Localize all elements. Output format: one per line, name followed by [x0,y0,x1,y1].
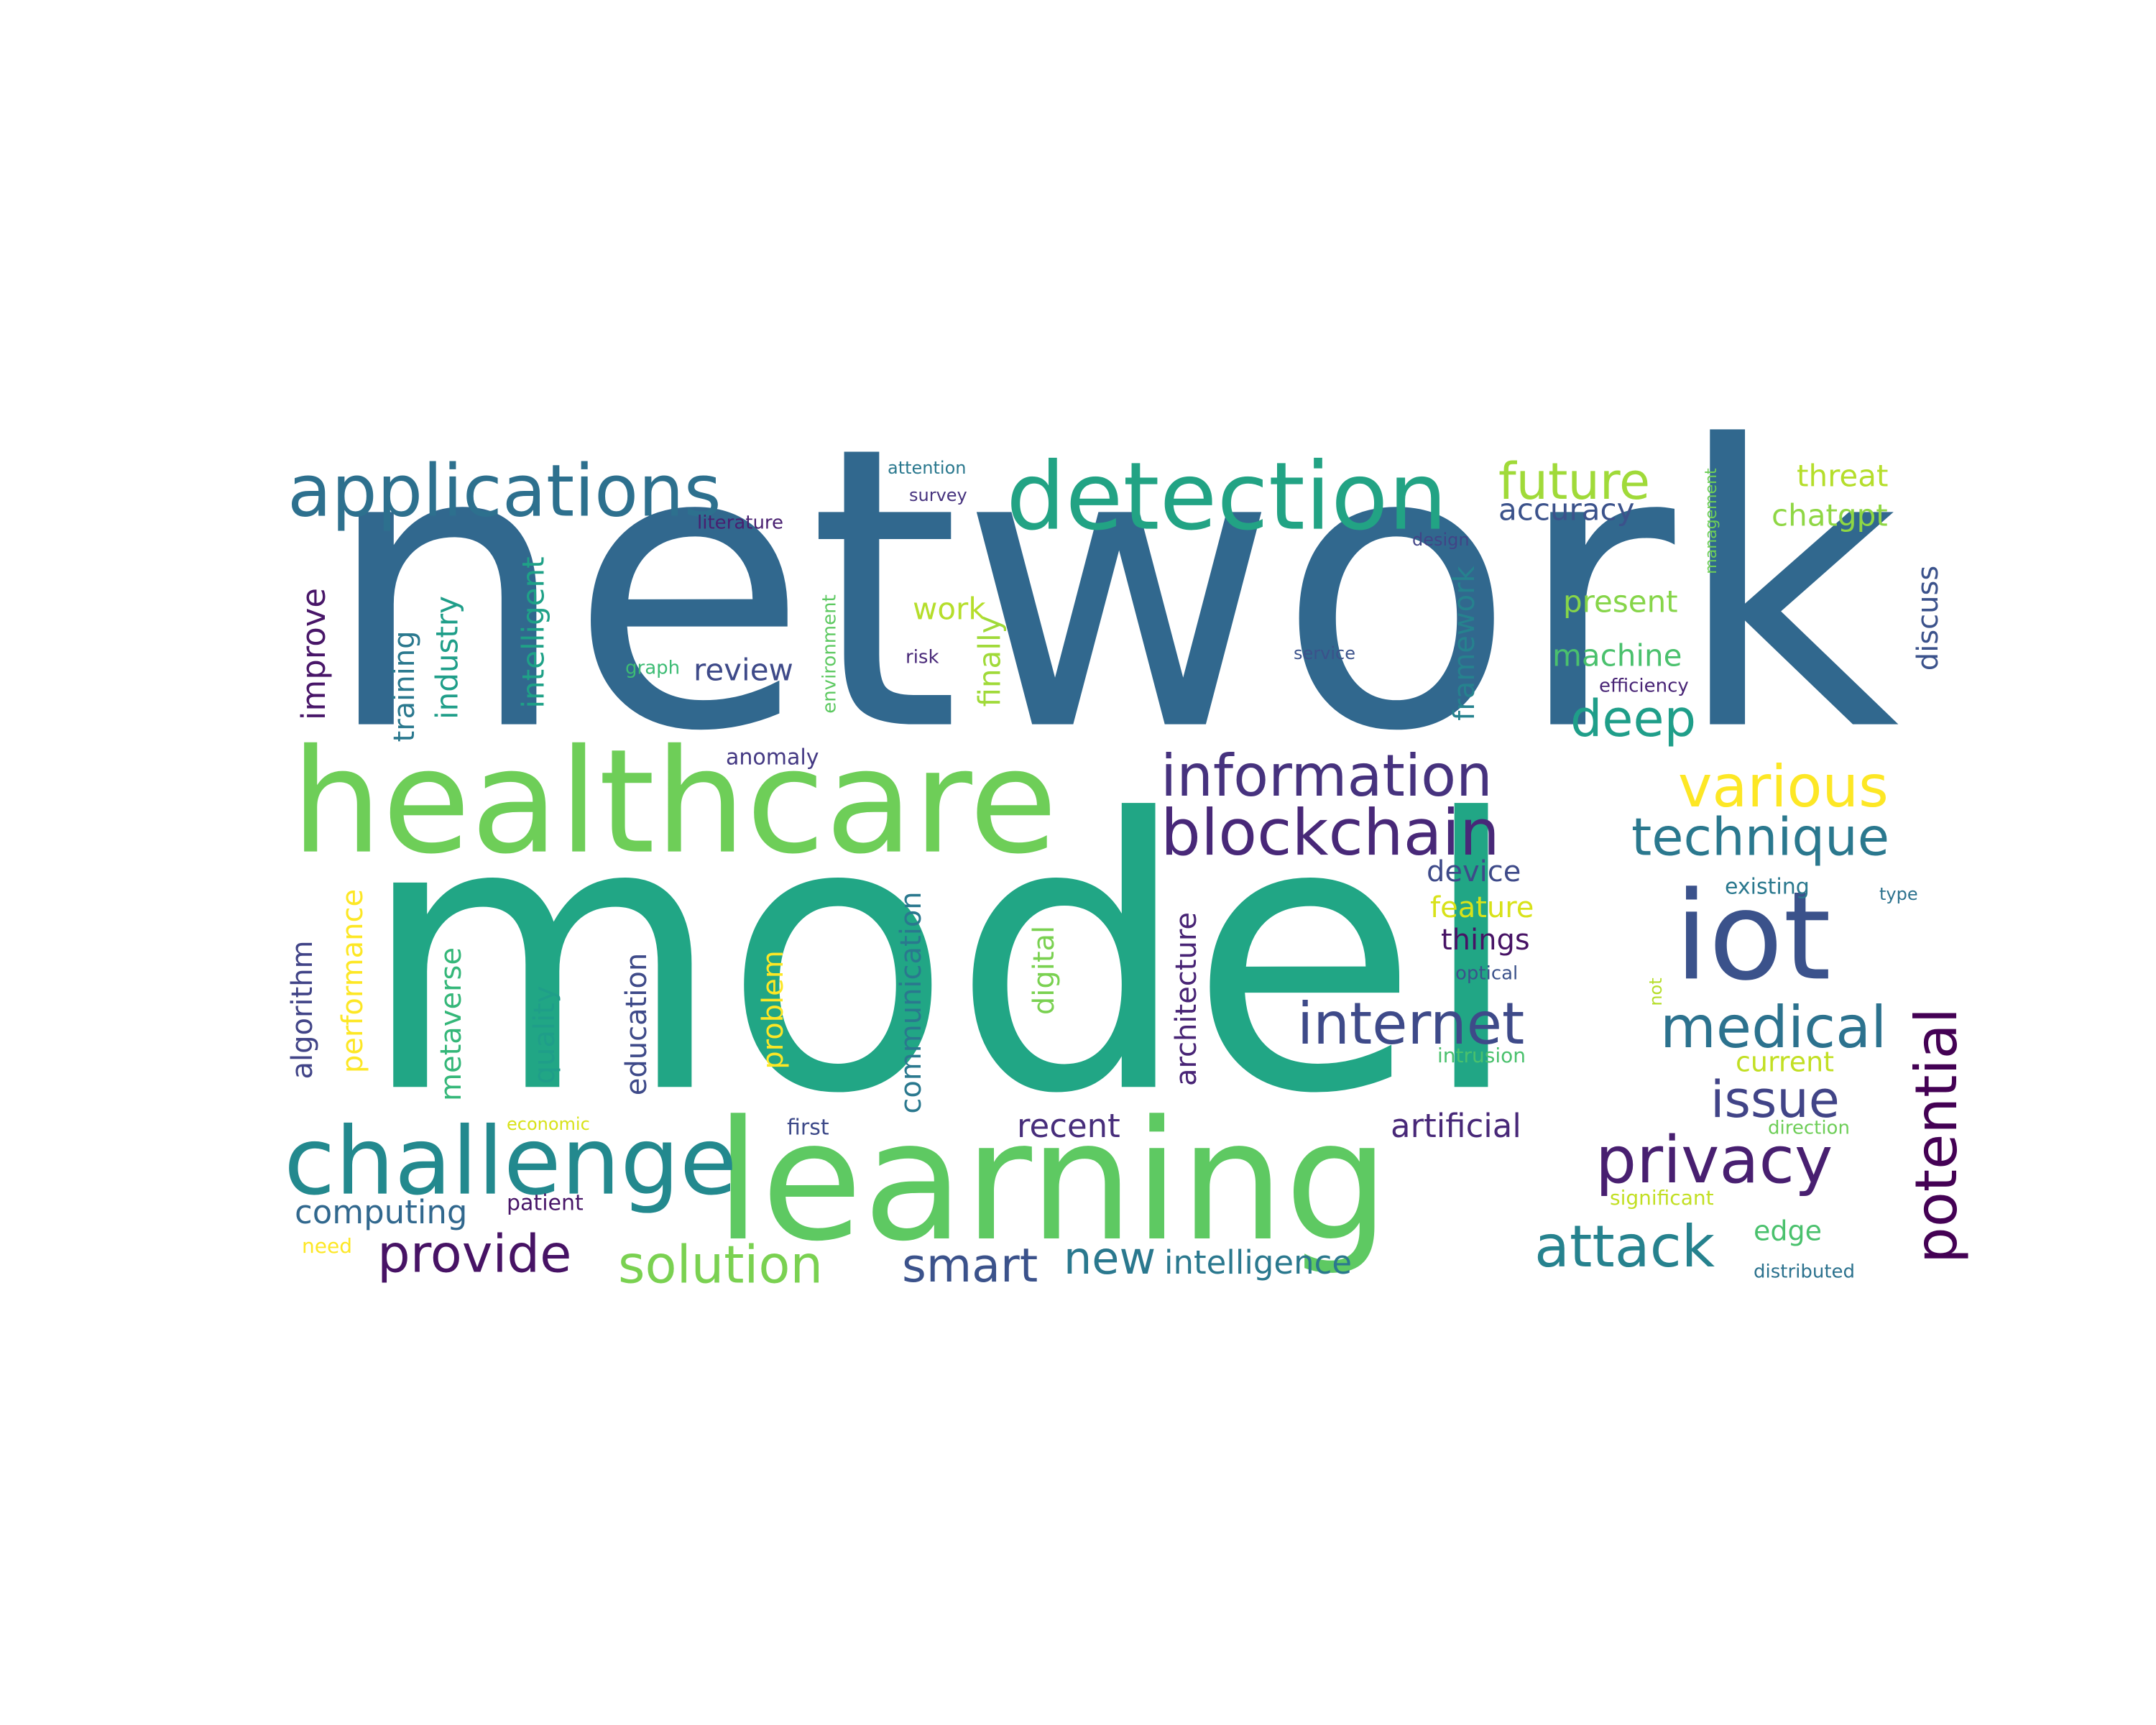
word-edge: edge [1754,1215,1822,1247]
word-recent: recent [1017,1107,1120,1145]
word-significant: significant [1610,1186,1714,1210]
word-chatgpt: chatgpt [1772,498,1888,533]
word-intelligent: intelligent [516,556,551,708]
word-attack: attack [1534,1213,1715,1280]
word-performance: performance [336,889,369,1073]
word-need: need [302,1234,352,1258]
word-provide: provide [377,1224,571,1284]
word-efficiency: efficiency [1599,676,1689,697]
word-feature: feature [1430,891,1534,924]
word-algorithm: algorithm [286,940,319,1079]
word-applications: applications [287,448,722,533]
word-review: review [694,653,793,688]
word-new: new [1064,1232,1156,1284]
word-threat: threat [1797,459,1888,494]
word-education: education [620,953,653,1095]
word-deep: deep [1570,689,1696,748]
word-issue: issue [1710,1070,1840,1129]
word-solution: solution [618,1235,823,1295]
word-training: training [388,631,421,742]
word-various: various [1678,753,1889,820]
word-patient: patient [507,1191,584,1216]
word-industry: industry [430,596,465,719]
word-smart: smart [902,1239,1038,1293]
word-present: present [1563,584,1678,620]
word-blockchain: blockchain [1161,796,1500,870]
word-distributed: distributed [1754,1261,1855,1283]
word-discuss: discuss [1912,566,1945,671]
word-things: things [1441,924,1530,957]
word-metaverse: metaverse [435,947,468,1101]
word-environment: environment [819,594,841,714]
word-existing: existing [1725,875,1810,900]
word-literature: literature [697,512,783,534]
word-management: management [1703,468,1720,574]
word-potential: potential [1903,1008,1970,1264]
word-design: design [1412,530,1470,550]
word-problem: problem [757,950,790,1070]
word-challenge: challenge [284,1107,737,1216]
word-iot: iot [1674,865,1831,1008]
word-improve: improve [295,588,333,720]
word-current: current [1736,1046,1834,1078]
word-graph: graph [625,658,680,679]
word-anomaly: anomaly [726,745,819,770]
word-healthcare: healthcare [291,719,1058,886]
word-quality: quality [528,986,561,1085]
word-information: information [1161,742,1493,809]
word-internet: internet [1297,990,1524,1057]
word-optical: optical [1455,963,1518,985]
word-learning: learning [715,1086,1389,1278]
word-future: future [1498,452,1650,511]
word-artificial: artificial [1391,1107,1521,1145]
word-economic: economic [507,1114,590,1134]
word-finally: finally [972,615,1008,707]
word-direction: direction [1768,1118,1850,1139]
word-digital: digital [1028,926,1061,1015]
word-network: network [323,365,1899,816]
word-not: not [1646,978,1666,1006]
word-survey: survey [909,485,967,505]
word-intelligence: intelligence [1164,1243,1352,1282]
word-intrusion: intrusion [1437,1044,1526,1067]
word-computing: computing [295,1193,467,1231]
word-medical: medical [1660,994,1886,1061]
word-risk: risk [906,647,939,668]
word-model: model [359,740,1523,1175]
word-technique: technique [1631,807,1889,868]
word-service: service [1294,643,1355,663]
word-first: first [787,1116,829,1141]
word-framework: framework [1448,565,1481,720]
word-machine: machine [1552,638,1682,673]
word-detection: detection [1006,442,1447,551]
word-device: device [1427,855,1521,888]
word-accuracy: accuracy [1498,492,1635,528]
word-communication: communication [895,891,928,1113]
word-type: type [1879,884,1918,904]
word-attention: attention [888,458,966,478]
word-privacy: privacy [1595,1123,1833,1198]
word-work: work [913,592,986,627]
word-architecture: architecture [1170,912,1203,1086]
